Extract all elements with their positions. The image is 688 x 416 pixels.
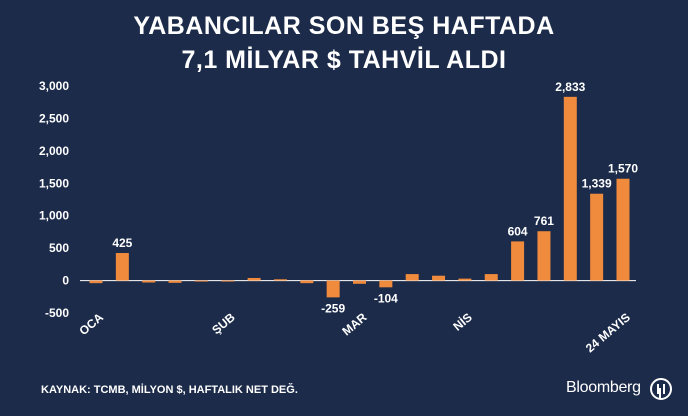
data-label: -259 (321, 301, 345, 315)
data-label: 425 (112, 236, 132, 250)
bar (353, 280, 366, 284)
data-label: 2,833 (555, 80, 585, 94)
source-note: KAYNAK: TCMB, MİLYON $, HAFTALIK NET DEĞ… (41, 384, 298, 396)
bar (300, 280, 314, 284)
y-tick-label: 500 (49, 241, 69, 255)
bar (405, 274, 419, 281)
chart-title-line2: 7,1 MİLYAR $ TAHVİL ALDI (181, 46, 507, 74)
y-tick-label: 0 (62, 274, 69, 288)
bar (89, 280, 103, 284)
y-tick-label: 3,000 (39, 79, 69, 93)
data-label: 1,339 (582, 177, 612, 191)
bar (379, 280, 393, 288)
y-tick-label: 2,500 (39, 111, 69, 125)
bar (247, 277, 261, 281)
ht-logo-icon (650, 378, 672, 400)
bar (142, 280, 156, 283)
bar (590, 193, 604, 281)
x-tick-label: 24 MAYIS (583, 310, 633, 355)
bar (168, 280, 182, 283)
bar (221, 280, 235, 282)
chart-title-line1: YABANCILAR SON BEŞ HAFTADA (133, 12, 555, 40)
bar (194, 280, 208, 282)
bar (484, 274, 498, 281)
y-tick-label: 1,000 (39, 209, 69, 223)
bar (432, 275, 446, 281)
bar (326, 280, 340, 298)
bar (616, 178, 630, 281)
bar (458, 278, 472, 281)
bar (115, 253, 129, 281)
data-label: 761 (534, 214, 554, 228)
bar (273, 279, 287, 281)
data-label: -104 (374, 291, 398, 305)
bar (537, 231, 551, 281)
bar (563, 96, 577, 281)
bloomberg-logo: Bloomberg (566, 379, 641, 396)
x-tick-label: NİS (450, 309, 475, 333)
y-tick-label: 2,000 (39, 144, 69, 158)
data-label: 604 (508, 224, 528, 238)
y-tick-label: -500 (45, 306, 69, 320)
bar (511, 241, 525, 281)
x-tick-label: OCA (76, 310, 106, 338)
data-label: 1,570 (608, 162, 638, 176)
y-tick-label: 1,500 (39, 176, 69, 190)
x-tick-label: ŞUB (209, 310, 238, 337)
